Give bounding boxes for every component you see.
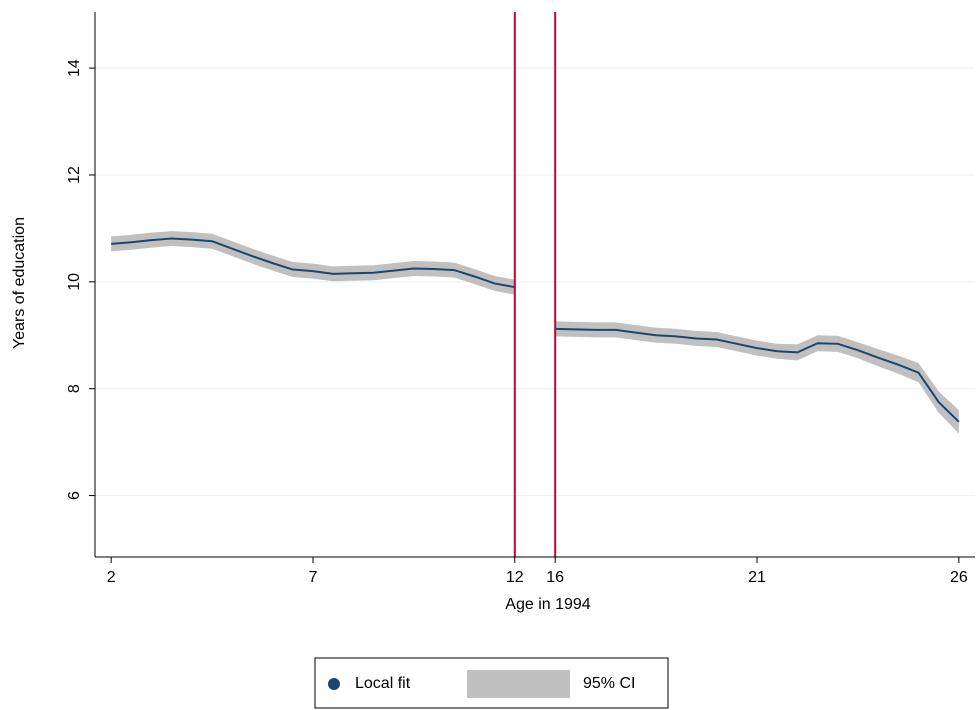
ci-band xyxy=(555,321,959,434)
x-tick-label: 21 xyxy=(748,569,766,586)
x-tick-label: 26 xyxy=(950,569,968,586)
y-tick-label: 10 xyxy=(66,273,83,291)
legend-label: Local fit xyxy=(355,675,411,692)
ci-band xyxy=(111,231,515,295)
fit-line xyxy=(555,327,960,423)
legend-swatch xyxy=(467,670,570,698)
legend-marker xyxy=(328,678,340,690)
fit-line xyxy=(111,237,515,289)
x-tick-label: 12 xyxy=(506,569,524,586)
x-axis-label: Age in 1994 xyxy=(505,596,591,613)
y-tick-label: 12 xyxy=(66,166,83,184)
y-axis-label: Years of education xyxy=(11,217,28,349)
y-tick-label: 14 xyxy=(66,59,83,77)
legend-label: 95% CI xyxy=(583,675,635,692)
y-tick-label: 6 xyxy=(66,491,83,500)
y-tick-label: 8 xyxy=(66,384,83,393)
x-tick-label: 16 xyxy=(546,569,564,586)
x-tick-label: 7 xyxy=(309,569,318,586)
x-tick-label: 2 xyxy=(107,569,116,586)
